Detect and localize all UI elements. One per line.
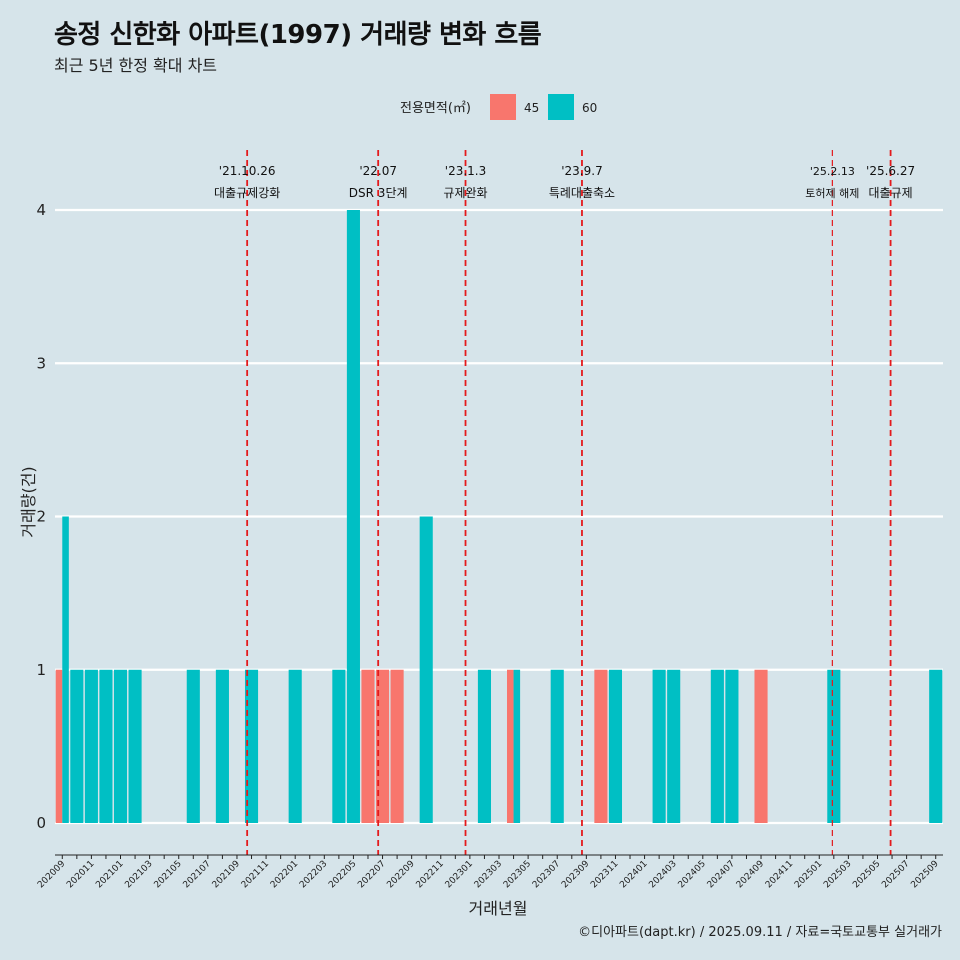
annotation-date: '22.07 xyxy=(359,164,397,178)
x-tick-label: 202301 xyxy=(444,859,475,890)
x-tick-label: 202305 xyxy=(502,859,533,890)
legend-title: 전용면적(㎡) xyxy=(400,101,471,116)
bar-60-202110 xyxy=(244,669,259,823)
x-tick-label: 202507 xyxy=(880,859,911,890)
annotation-label: 토허제 해제 xyxy=(805,186,859,200)
bar-45-202304 xyxy=(507,669,514,823)
y-tick-label: 2 xyxy=(36,508,46,526)
bar-45-202009 xyxy=(55,669,63,823)
bar-60-202403 xyxy=(667,669,681,823)
x-tick-label: 202209 xyxy=(385,859,417,891)
bar-60-202302 xyxy=(477,669,491,823)
bar-60-202204 xyxy=(332,669,346,823)
bar-60-202102 xyxy=(128,669,142,823)
bar-45-202310 xyxy=(594,669,608,823)
x-tick-label: 202107 xyxy=(182,859,213,890)
chart-subtitle: 최근 5년 한정 확대 차트 xyxy=(54,56,218,75)
bar-60-202010 xyxy=(70,669,84,823)
bar-60-202205 xyxy=(346,210,360,823)
x-axis: 2020092020112021012021032021052021072021… xyxy=(36,854,943,891)
bar-60-202210 xyxy=(419,516,433,823)
annotation-label: 대출규제 xyxy=(869,186,913,200)
x-tick-label: 202401 xyxy=(618,859,649,890)
x-tick-label: 202105 xyxy=(152,859,183,890)
annotation-label: 특례대출축소 xyxy=(549,186,615,200)
bar-60-202011 xyxy=(84,669,98,823)
policy-lines: '21.10.26 대출규제강화 '22.07 DSR 3단계 '23.1.3 규제완화 '… xyxy=(214,150,915,855)
bar-45-202207 xyxy=(375,669,390,823)
x-tick-label: 202307 xyxy=(531,859,562,890)
chart-caption: ©디아파트(dapt.kr) / 2025.09.11 / 자료=국토교통부 실… xyxy=(578,925,942,940)
bar-60-202311 xyxy=(608,669,623,823)
x-tick-label: 202009 xyxy=(36,859,68,891)
x-axis-label: 거래년월 xyxy=(469,899,528,918)
x-tick-label: 202201 xyxy=(269,859,300,890)
x-tick-label: 202407 xyxy=(706,859,737,890)
y-tick-label: 1 xyxy=(36,661,46,679)
x-tick-label: 202509 xyxy=(909,859,941,891)
bar-60-202101 xyxy=(113,669,128,823)
bar-60-202406 xyxy=(710,669,724,823)
bar-60-202012 xyxy=(99,669,113,823)
annotation-date: '23.9.7 xyxy=(561,164,602,178)
bar-45-202208 xyxy=(390,669,404,823)
gridlines xyxy=(55,208,943,825)
x-tick-label: 202011 xyxy=(65,859,96,890)
y-tick-label: 0 xyxy=(36,814,46,832)
x-tick-label: 202303 xyxy=(473,859,504,890)
annotation-date: '21.10.26 xyxy=(219,164,276,178)
annotation-label: 규제완화 xyxy=(443,186,487,200)
y-tick-label: 3 xyxy=(36,354,46,372)
bars xyxy=(55,210,943,823)
bar-60-202106 xyxy=(186,669,200,823)
legend-label-60: 60 xyxy=(582,101,597,115)
annotation-date: '25.2.13 xyxy=(810,165,855,178)
x-tick-label: 202101 xyxy=(94,859,125,890)
x-tick-label: 202109 xyxy=(211,859,243,891)
x-tick-label: 202211 xyxy=(415,859,446,890)
bar-45-202409 xyxy=(754,669,768,823)
annotation-date: '25.6.27 xyxy=(866,164,915,178)
bar-60-202307 xyxy=(550,669,564,823)
bar-60-202201 xyxy=(288,669,302,823)
bar-60-202509 xyxy=(929,669,943,823)
annotation-date: '23.1.3 xyxy=(445,164,486,178)
legend-label-45: 45 xyxy=(524,101,539,115)
legend: 전용면적(㎡) 45 60 xyxy=(400,94,597,120)
x-tick-label: 202203 xyxy=(298,859,329,890)
bar-60-202304 xyxy=(513,669,521,823)
x-tick-label: 202207 xyxy=(356,859,387,890)
x-tick-label: 202503 xyxy=(822,859,853,890)
bar-60-202009 xyxy=(62,516,69,823)
x-tick-label: 202411 xyxy=(764,859,795,890)
chart-title: 송정 신한화 아파트(1997) 거래량 변화 흐름 xyxy=(54,20,542,50)
legend-swatch-45 xyxy=(490,94,516,120)
x-tick-label: 202409 xyxy=(735,859,767,891)
annotation-label: DSR 3단계 xyxy=(349,186,408,200)
bar-45-202206 xyxy=(361,669,375,823)
x-tick-label: 202205 xyxy=(327,859,358,890)
legend-swatch-60 xyxy=(548,94,574,120)
y-axis: 0 1 2 3 4 xyxy=(36,201,46,832)
x-tick-label: 202111 xyxy=(240,859,271,890)
y-axis-label: 거래량(건) xyxy=(19,466,38,537)
x-tick-label: 202405 xyxy=(677,859,708,890)
bar-60-202108 xyxy=(215,669,229,823)
x-tick-label: 202309 xyxy=(560,859,592,891)
x-tick-label: 202403 xyxy=(647,859,678,890)
annotation-label: 대출규제강화 xyxy=(214,186,280,200)
x-tick-label: 202311 xyxy=(589,859,620,890)
bar-60-202407 xyxy=(725,669,739,823)
x-tick-label: 202103 xyxy=(123,859,154,890)
bar-60-202502 xyxy=(827,669,841,823)
x-tick-label: 202505 xyxy=(851,859,882,890)
x-tick-label: 202501 xyxy=(793,859,824,890)
y-tick-label: 4 xyxy=(36,201,46,219)
bar-60-202402 xyxy=(652,669,666,823)
